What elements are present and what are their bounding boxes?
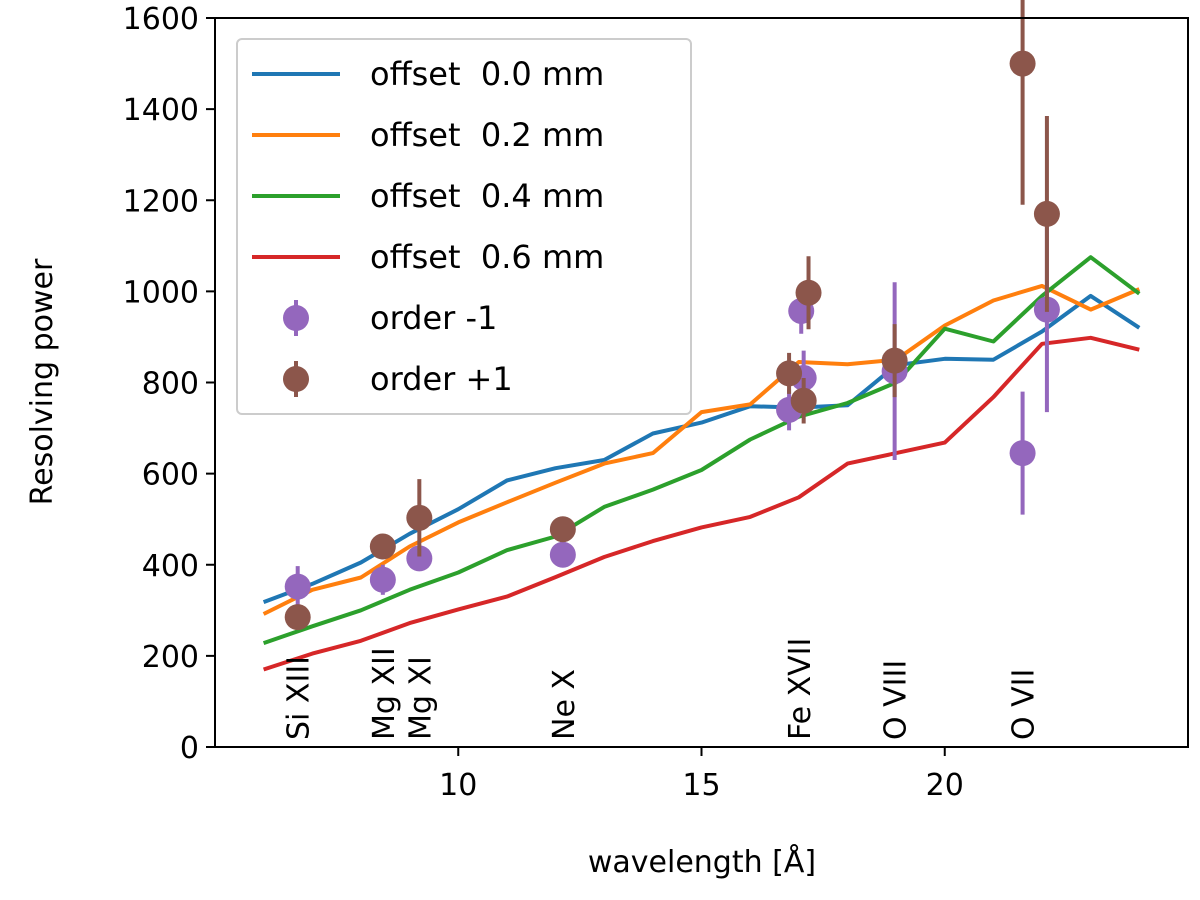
y-tick-label: 1400: [123, 93, 199, 128]
y-tick-label: 600: [142, 458, 199, 493]
y-tick-label: 1600: [123, 2, 199, 37]
data-point: [790, 387, 817, 414]
legend: offset 0.0 mm offset 0.2 mm offset 0.4 mm o…: [236, 38, 692, 415]
series-lines: [262, 255, 1141, 672]
data-point: [549, 541, 576, 568]
y-tick-label: 200: [142, 640, 199, 675]
data-point: [776, 360, 803, 387]
y-axis-ticks: 0 200 400 600 800 1000 1200 1400 1600: [123, 2, 215, 766]
series-line-0: [262, 293, 1141, 604]
data-point: [1033, 200, 1060, 227]
line-label: Si XIII: [282, 656, 317, 740]
legend-label: offset 0.2 mm: [370, 116, 604, 154]
data-point: [549, 516, 576, 543]
data-point: [284, 573, 311, 600]
line-label: Ne X: [547, 669, 582, 740]
data-point: [369, 566, 396, 593]
point-series-1: [284, 0, 1060, 631]
data-point: [1009, 50, 1036, 77]
series-line-1: [262, 283, 1141, 616]
x-tick-label: 15: [682, 768, 720, 803]
data-point: [284, 604, 311, 631]
series-line-3: [262, 335, 1140, 672]
legend-label: order +1: [370, 360, 513, 398]
x-tick-label: 20: [926, 768, 964, 803]
x-tick-label: 10: [439, 768, 477, 803]
legend-label: offset 0.0 mm: [370, 55, 604, 93]
data-point: [881, 347, 908, 374]
legend-swatch: [283, 305, 309, 331]
y-tick-label: 0: [180, 731, 199, 766]
data-point: [1009, 440, 1036, 467]
x-axis-ticks: 10 15 20: [439, 747, 964, 803]
legend-swatch: [283, 366, 309, 392]
data-point: [406, 545, 433, 572]
line-label: O VIII: [879, 660, 914, 740]
data-point: [795, 279, 822, 306]
legend-label: order -1: [370, 299, 497, 337]
y-axis-label: Resolving power: [25, 258, 60, 505]
line-label: Mg XII: [367, 647, 402, 740]
legend-label: offset 0.4 mm: [370, 177, 604, 215]
legend-label: offset 0.6 mm: [370, 238, 604, 276]
plot-area: Si XIII Mg XII Mg XI Ne X Fe XVII O VIII O VII: [262, 0, 1141, 740]
data-point: [406, 504, 433, 531]
y-tick-label: 1200: [123, 184, 199, 219]
y-tick-label: 800: [142, 367, 199, 402]
y-tick-label: 1000: [123, 275, 199, 310]
line-label: Fe XVII: [783, 638, 818, 740]
y-tick-label: 400: [142, 549, 199, 584]
series-line-2: [262, 255, 1141, 645]
data-point: [369, 533, 396, 560]
x-axis-label: wavelength [Å]: [588, 844, 816, 880]
series-points: [284, 0, 1060, 631]
line-label: O VII: [1007, 669, 1042, 740]
legend-box: [236, 38, 692, 415]
line-annotations: Si XIII Mg XII Mg XI Ne X Fe XVII O VIII O VII: [282, 638, 1042, 740]
line-label: Mg XI: [403, 656, 438, 740]
